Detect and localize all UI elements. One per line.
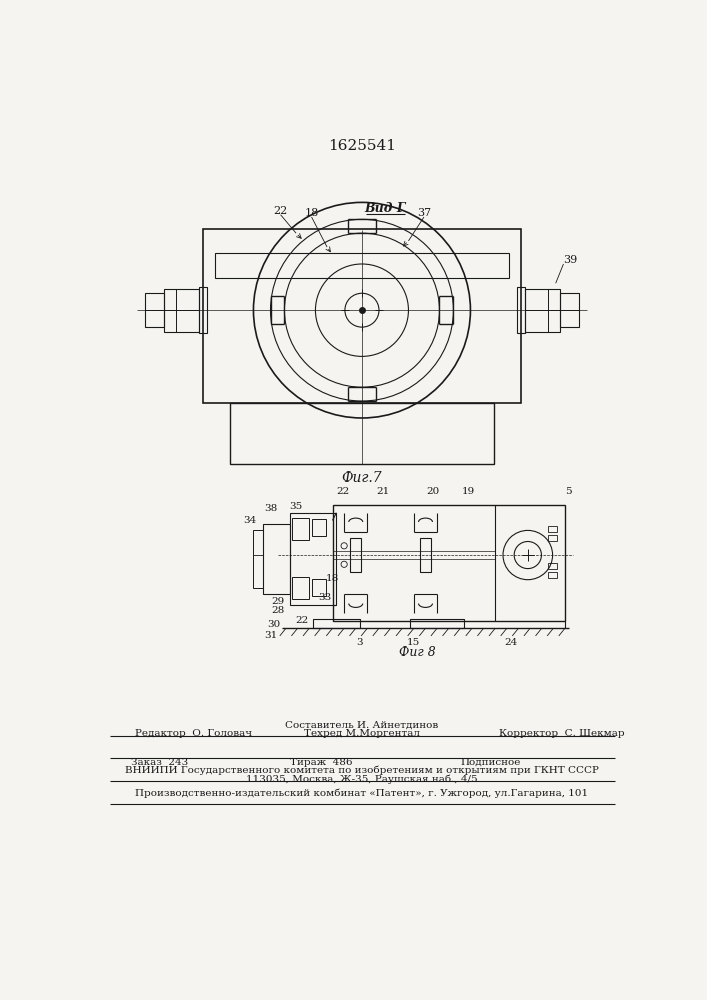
Text: 20: 20: [426, 487, 440, 496]
Text: 28: 28: [271, 606, 285, 615]
Text: 22: 22: [336, 487, 349, 496]
Text: Тираж  486: Тираж 486: [290, 758, 352, 767]
Bar: [313, 619, 360, 628]
Text: 35: 35: [289, 502, 303, 511]
Text: 21: 21: [376, 487, 390, 496]
Text: 30: 30: [268, 620, 281, 629]
Text: 1625541: 1625541: [328, 139, 396, 153]
Text: 22: 22: [295, 616, 308, 625]
Text: Составитель И. Айнетдинов: Составитель И. Айнетдинов: [286, 721, 438, 730]
Text: Заказ  243: Заказ 243: [131, 758, 188, 767]
Text: 38: 38: [264, 504, 277, 513]
Text: 39: 39: [563, 255, 578, 265]
Bar: [164, 289, 199, 332]
Text: Подписное: Подписное: [460, 758, 521, 767]
Bar: [332, 505, 565, 620]
Text: 18: 18: [326, 574, 339, 583]
Bar: [312, 579, 325, 596]
Bar: [548, 526, 557, 532]
Text: Фиг.7: Фиг.7: [341, 471, 382, 485]
Bar: [263, 524, 290, 594]
Bar: [410, 619, 464, 628]
Text: 22: 22: [274, 206, 288, 216]
Bar: [525, 289, 559, 332]
Bar: [290, 513, 337, 605]
Text: Фиг 8: Фиг 8: [399, 646, 436, 659]
Text: 19: 19: [462, 487, 474, 496]
Text: Корректор  С. Шекмар: Корректор С. Шекмар: [499, 729, 625, 738]
Text: ВНИИПИ Государственного комитета по изобретениям и открытиям при ГКНТ СССР: ВНИИПИ Государственного комитета по изоб…: [125, 766, 599, 775]
Text: 15: 15: [407, 638, 421, 647]
Bar: [351, 538, 361, 572]
Bar: [145, 293, 164, 327]
Text: 5: 5: [566, 487, 572, 496]
Text: 113035, Москва, Ж-35, Раушская наб., 4/5: 113035, Москва, Ж-35, Раушская наб., 4/5: [246, 774, 478, 784]
Bar: [230, 403, 493, 464]
Bar: [420, 538, 431, 572]
Bar: [312, 519, 325, 536]
Bar: [199, 287, 207, 333]
Bar: [203, 229, 521, 403]
Bar: [548, 535, 557, 541]
Bar: [252, 530, 263, 588]
Text: 33: 33: [318, 593, 332, 602]
Bar: [548, 572, 557, 578]
Bar: [292, 518, 309, 540]
Bar: [215, 253, 509, 278]
Bar: [559, 293, 579, 327]
Bar: [517, 287, 525, 333]
Text: 24: 24: [504, 638, 518, 647]
Text: 18: 18: [305, 208, 319, 218]
Text: 37: 37: [417, 208, 431, 218]
Text: Вид Г: Вид Г: [364, 202, 406, 215]
Bar: [548, 563, 557, 569]
Text: 31: 31: [264, 631, 277, 640]
Text: Техред М.Моргентал: Техред М.Моргентал: [304, 729, 420, 738]
Bar: [292, 577, 309, 599]
Text: Редактор  О. Головач: Редактор О. Головач: [135, 729, 252, 738]
Text: Производственно-издательский комбинат «Патент», г. Ужгород, ул.Гагарина, 101: Производственно-издательский комбинат «П…: [135, 789, 588, 798]
Text: 3: 3: [356, 638, 363, 647]
Text: 34: 34: [243, 516, 256, 525]
Text: 29: 29: [271, 597, 285, 606]
